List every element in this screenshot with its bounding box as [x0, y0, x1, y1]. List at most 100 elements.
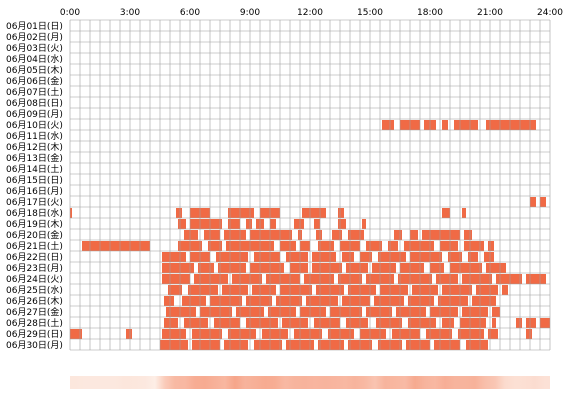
row-date-label: 06月20日(金)	[6, 229, 63, 241]
activity-segment	[280, 241, 296, 251]
row-date-label: 06月09日(月)	[6, 109, 63, 120]
activity-segment	[450, 263, 482, 273]
activity-segment	[348, 285, 376, 295]
row-date-label: 06月19日(木)	[6, 218, 63, 230]
row-date-label: 06月03日(火)	[6, 43, 63, 54]
activity-segment	[462, 307, 488, 317]
activity-segment	[394, 230, 402, 240]
activity-segment	[160, 340, 188, 350]
row-date-label: 06月15日(日)	[6, 175, 63, 186]
activity-segment	[228, 329, 256, 339]
row-date-label: 06月06日(金)	[6, 75, 63, 87]
activity-segment	[318, 241, 334, 251]
activity-segment	[70, 208, 72, 218]
activity-segment	[204, 230, 220, 240]
activity-segment	[530, 197, 536, 207]
activity-segment	[486, 120, 536, 130]
activity-segment	[70, 329, 82, 339]
x-axis-ticks: 0:00 3:00 6:00 9:00 12:00 15:00 18:00 21:00 24:0…	[60, 8, 563, 18]
activity-segment	[540, 197, 546, 207]
activity-segment	[502, 285, 508, 295]
row-date-label: 06月26日(木)	[6, 295, 63, 307]
activity-segment	[492, 318, 496, 328]
activity-segment	[178, 219, 186, 229]
activity-segment	[468, 252, 478, 262]
row-date-label: 06月16日(月)	[6, 186, 63, 197]
activity-segment	[330, 307, 362, 317]
activity-segment	[366, 241, 382, 251]
activity-segment	[464, 230, 472, 240]
activity-segment	[396, 307, 426, 317]
activity-segment	[488, 329, 498, 339]
row-date-label: 06月13日(金)	[6, 152, 63, 164]
activity-segment	[82, 241, 150, 251]
activity-segment	[314, 318, 340, 328]
activity-segment	[408, 318, 436, 328]
activity-segment	[462, 208, 466, 218]
activity-segment	[476, 285, 498, 295]
x-tick-label: 15:00	[357, 8, 383, 18]
activity-segment	[162, 274, 190, 284]
activity-segment	[268, 307, 296, 317]
activity-segment	[222, 285, 248, 295]
activity-summary-bar	[70, 376, 550, 389]
row-date-label: 06月11日(水)	[6, 130, 63, 142]
row-date-label: 06月17日(火)	[6, 197, 63, 208]
activity-segment	[316, 230, 322, 240]
activity-segment	[380, 285, 408, 295]
activity-segment	[346, 318, 368, 328]
row-date-label: 06月14日(土)	[6, 163, 63, 175]
row-date-label: 06月01日(日)	[6, 21, 63, 32]
activity-segment	[332, 230, 342, 240]
activity-segment	[448, 252, 462, 262]
activity-segment	[194, 274, 228, 284]
row-date-label: 06月18日(水)	[6, 207, 63, 219]
activity-segment	[276, 296, 302, 306]
row-date-label: 06月21日(土)	[6, 240, 63, 252]
activity-segment	[496, 274, 522, 284]
x-tick-label: 18:00	[417, 8, 443, 18]
activity-segment	[182, 296, 206, 306]
activity-segment	[300, 241, 310, 251]
activity-segment	[312, 252, 336, 262]
activity-segment	[164, 318, 178, 328]
row-date-label: 06月23日(月)	[6, 263, 63, 274]
activity-segment	[488, 241, 494, 251]
activity-segment	[342, 252, 354, 262]
activity-segment	[280, 285, 312, 295]
activity-segment	[388, 241, 398, 251]
activity-segment	[362, 219, 366, 229]
activity-segment	[410, 230, 418, 240]
row-date-label: 06月29日(日)	[6, 329, 63, 340]
activity-segment	[442, 318, 454, 328]
activity-segment	[210, 296, 242, 306]
activity-segment	[472, 296, 496, 306]
row-date-label: 06月24日(火)	[6, 274, 63, 285]
activity-segment	[162, 252, 186, 262]
activity-segment	[430, 307, 458, 317]
activity-segment	[376, 318, 402, 328]
activity-segment	[168, 285, 182, 295]
activity-segment	[378, 252, 406, 262]
activity-segment	[410, 252, 442, 262]
activity-segment	[262, 329, 288, 339]
activity-segment	[198, 263, 214, 273]
activity-segment	[266, 274, 300, 284]
activity-segment	[216, 252, 248, 262]
activity-segment	[218, 263, 246, 273]
activity-segment	[526, 274, 546, 284]
activity-segment	[190, 219, 222, 229]
activity-segment	[282, 318, 308, 328]
activity-segment	[372, 263, 396, 273]
row-date-label: 06月05日(木)	[6, 64, 63, 76]
activity-segment	[408, 296, 434, 306]
row-date-label: 06月02日(月)	[6, 32, 63, 43]
activity-segment	[294, 219, 304, 229]
row-date-label: 06月07日(土)	[6, 86, 63, 98]
activity-segment	[200, 307, 232, 317]
activity-segment	[346, 263, 368, 273]
activity-segment	[250, 263, 284, 273]
activity-segment	[484, 252, 494, 262]
activity-segment	[492, 307, 500, 317]
activity-segment	[224, 230, 246, 240]
